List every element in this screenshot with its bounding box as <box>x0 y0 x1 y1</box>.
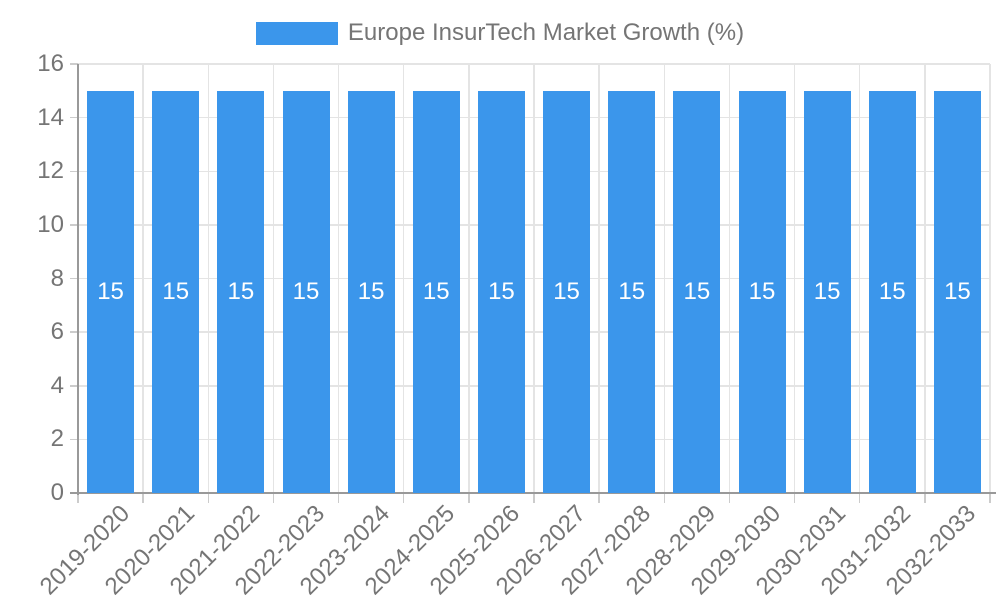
bar-value-label: 15 <box>813 277 841 305</box>
y-axis-tick <box>70 438 78 441</box>
bar-value-label: 15 <box>162 277 190 305</box>
y-axis-label: 16 <box>37 50 64 77</box>
y-axis-tick <box>70 385 78 387</box>
y-axis-tick <box>70 224 78 226</box>
x-axis-tick <box>728 494 731 503</box>
x-axis-tick <box>989 494 991 503</box>
grid-line-vertical <box>272 64 275 493</box>
y-axis-tick <box>70 331 78 333</box>
bar[interactable] <box>868 90 916 493</box>
bar[interactable] <box>543 90 591 493</box>
x-axis-tick <box>598 494 600 503</box>
x-axis-tick <box>533 494 535 503</box>
bar[interactable] <box>412 90 460 493</box>
x-axis-tick <box>337 494 340 503</box>
x-axis-tick <box>468 494 470 503</box>
grid-line-vertical <box>142 64 144 493</box>
bar[interactable] <box>933 90 981 493</box>
grid-line-vertical <box>598 64 600 493</box>
x-axis-tick <box>663 494 666 503</box>
grid-line-vertical <box>924 64 926 493</box>
bar[interactable] <box>282 90 330 493</box>
y-axis-label: 4 <box>50 371 64 399</box>
bar-value-label: 15 <box>553 277 580 305</box>
grid-line-vertical <box>793 64 796 493</box>
grid-line-vertical <box>207 64 210 493</box>
bar[interactable] <box>608 90 656 493</box>
y-axis-tick <box>70 63 78 65</box>
x-axis-tick <box>924 494 926 503</box>
y-axis-label: 10 <box>37 210 64 238</box>
bar-value-label: 15 <box>227 277 255 305</box>
y-axis-tick <box>70 277 78 280</box>
bar[interactable] <box>87 90 135 493</box>
bar-value-label: 15 <box>683 277 711 305</box>
x-axis-tick <box>207 494 210 503</box>
y-axis-label: 12 <box>37 157 64 185</box>
x-axis-tick <box>142 494 144 503</box>
bar-value-label: 15 <box>97 277 124 305</box>
bar-value-label: 15 <box>488 277 515 305</box>
bar-value-label: 15 <box>357 277 385 305</box>
x-axis-tick <box>272 494 275 503</box>
y-axis-label: 8 <box>50 264 64 292</box>
bar-value-label: 15 <box>944 277 971 305</box>
x-axis-tick <box>77 494 79 503</box>
y-axis-tick <box>70 116 78 119</box>
bar[interactable] <box>803 90 851 493</box>
y-axis-tick <box>70 170 78 172</box>
bar-value-label: 15 <box>748 277 776 305</box>
x-axis-line <box>70 492 996 494</box>
bar-value-label: 15 <box>292 277 320 305</box>
grid-line-vertical <box>337 64 340 493</box>
x-axis-tick <box>858 494 861 503</box>
y-axis-line <box>77 64 79 495</box>
x-axis-tick <box>793 494 796 503</box>
bar-value-label: 15 <box>422 277 450 305</box>
bar[interactable] <box>347 90 395 493</box>
bar[interactable] <box>673 90 721 493</box>
bar[interactable] <box>152 90 200 493</box>
y-axis-label: 0 <box>50 479 64 506</box>
x-axis-tick <box>402 494 405 503</box>
legend-item[interactable]: Europe InsurTech Market Growth (%) <box>0 19 1000 47</box>
grid-line-vertical <box>989 64 991 493</box>
y-axis-label: 6 <box>50 318 64 346</box>
legend-swatch <box>255 21 338 45</box>
bar-value-label: 15 <box>618 277 646 305</box>
grid-line-vertical <box>728 64 731 493</box>
grid-line-vertical <box>533 64 535 493</box>
bar[interactable] <box>477 90 525 493</box>
legend-label: Europe InsurTech Market Growth (%) <box>347 19 745 46</box>
grid-line-vertical <box>402 64 405 493</box>
y-axis-label: 2 <box>50 425 64 453</box>
y-axis-label: 14 <box>37 103 64 131</box>
bar[interactable] <box>738 90 786 493</box>
grid-line-vertical <box>468 64 470 493</box>
bar-value-label: 15 <box>878 277 906 305</box>
grid-line-vertical <box>663 64 666 493</box>
bar[interactable] <box>217 90 265 493</box>
grid-line-vertical <box>858 64 861 493</box>
